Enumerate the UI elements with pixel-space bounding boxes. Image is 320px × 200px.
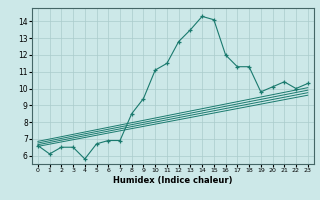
X-axis label: Humidex (Indice chaleur): Humidex (Indice chaleur) xyxy=(113,176,233,185)
